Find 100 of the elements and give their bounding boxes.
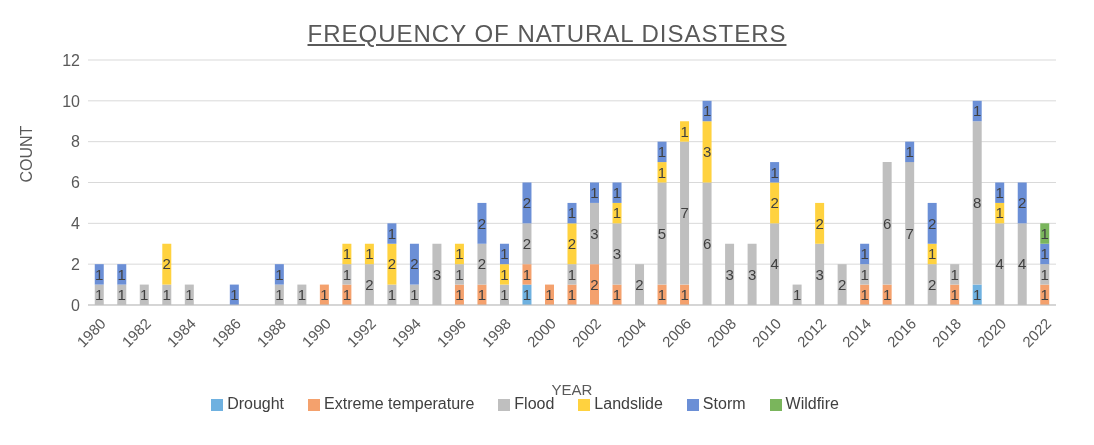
data-label: 1 [230,286,239,304]
data-label: 6 [702,235,712,253]
data-label: 1 [973,102,982,120]
data-label: 1 [567,265,577,283]
data-label: 1 [500,265,509,283]
data-label: 1 [1040,224,1049,242]
data-label: 1 [500,245,509,263]
y-tick-label: 6 [71,174,81,192]
data-label: 2 [928,214,937,232]
data-label: 3 [612,245,622,263]
data-label: 1 [1040,265,1049,283]
data-label: 1 [410,286,419,304]
data-label: 8 [973,194,982,212]
legend-label: Flood [514,395,555,412]
bar [972,121,982,285]
data-label: 2 [770,194,779,212]
data-label: 2 [522,235,532,253]
chart-title: FREQUENCY OF NATURAL DISASTERS [306,20,788,48]
y-tick-label: 2 [71,255,81,273]
data-label: 2 [477,255,487,273]
data-label: 1 [680,286,689,304]
data-label: 2 [387,255,397,273]
data-label: 1 [455,245,464,263]
data-label: 1 [117,286,126,304]
data-label: 2 [837,275,847,293]
data-label: 1 [455,265,464,283]
legend-label: Extreme temperature [324,395,475,412]
y-tick-label: 8 [71,133,81,151]
data-label: 1 [500,286,509,304]
data-label: 2 [567,235,577,253]
data-label: 6 [882,214,892,232]
data-label: 2 [1018,194,1027,212]
data-label: 3 [590,224,599,242]
data-label: 7 [680,204,689,222]
data-label: 1 [387,286,397,304]
data-label: 1 [342,245,352,263]
data-label: 1 [95,286,104,304]
data-label: 4 [1018,255,1027,273]
data-label: 3 [747,265,757,283]
data-label: 4 [770,255,779,273]
data-label: 1 [995,204,1004,222]
data-label: 1 [95,265,104,283]
data-label: 1 [702,102,712,120]
data-label: 1 [140,286,149,304]
data-label: 2 [477,214,487,232]
data-label: 1 [882,286,892,304]
data-label: 1 [320,286,329,304]
bar [680,141,690,285]
data-label: 5 [657,224,667,242]
bar [612,223,622,285]
y-tick-label: 12 [62,51,81,69]
data-label: 1 [680,122,689,140]
data-label: 1 [905,143,914,161]
bar [882,162,892,285]
data-label: 1 [860,265,869,283]
data-label: 1 [860,286,869,304]
data-label: 1 [657,143,667,161]
data-label: 1 [590,184,599,202]
data-label: 1 [612,204,622,222]
y-tick-label: 4 [71,215,81,233]
data-label: 2 [365,275,374,293]
legend-label: Landslide [594,395,663,412]
data-label: 1 [657,163,667,181]
data-label: 1 [928,245,937,263]
data-label: 7 [905,224,914,242]
data-label: 2 [162,255,171,273]
data-label: 1 [117,265,126,283]
data-label: 1 [792,286,802,304]
data-label: 1 [522,286,532,304]
x-axis-title: YEAR [551,381,593,398]
data-label: 1 [545,286,554,304]
data-label: 1 [973,286,982,304]
bar [657,182,667,285]
data-label: 1 [365,245,374,263]
data-label: 4 [995,255,1004,273]
data-label: 1 [455,286,464,304]
data-label: 3 [702,143,712,161]
data-label: 1 [1040,286,1049,304]
data-label: 1 [297,286,307,304]
data-label: 1 [567,286,577,304]
data-label: 1 [612,286,622,304]
data-label: 1 [995,184,1004,202]
data-label: 3 [815,265,824,283]
data-label: 2 [815,214,824,232]
data-label: 1 [275,265,284,283]
data-label: 2 [410,255,419,273]
data-label: 1 [275,286,284,304]
data-label: 1 [477,286,487,304]
data-label: 1 [387,224,397,242]
data-label: 1 [950,265,959,283]
data-label: 2 [590,275,599,293]
data-label: 1 [860,245,869,263]
data-label: 3 [432,265,442,283]
data-label: 1 [1040,245,1049,263]
y-tick-label: 0 [71,296,81,314]
legend-label: Wildfire [785,395,839,412]
data-label: 1 [612,184,622,202]
data-label: 2 [522,194,532,212]
data-label: 1 [657,286,667,304]
data-label: 1 [950,286,959,304]
